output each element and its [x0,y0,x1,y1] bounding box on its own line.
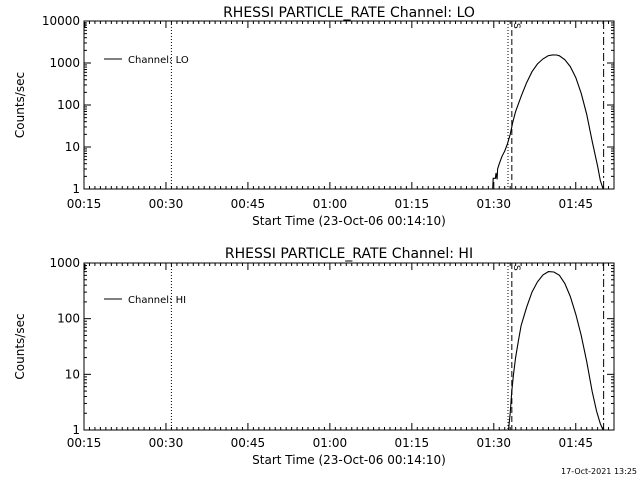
hi-y-tick-label: 100 [57,312,80,326]
lo-series-line [492,54,604,190]
hi-plot-frame [83,262,615,431]
lo-marker-label: S [511,23,521,29]
lo-legend-label: Channel: LO [128,55,189,66]
lo-chart-title: RHESSI PARTICLE_RATE Channel: LO [223,5,475,21]
hi-x-tick-label: 00:30 [149,436,184,450]
lo-channel-panel: RHESSI PARTICLE_RATE Channel: LO 00:15 00:… [13,5,615,228]
hi-x-tick-label: 01:30 [476,436,511,450]
hi-series-line [507,271,604,431]
lo-x-tick-label: 01:00 [313,197,348,211]
hi-x-tick-label: 01:00 [313,436,348,450]
hi-y-axis-label: Counts/sec [13,313,27,379]
lo-x-tick-label: 00:15 [67,197,102,211]
lo-x-tick-label: 01:15 [395,197,430,211]
lo-x-axis-label: Start Time (23-Oct-06 00:14:10) [252,214,446,228]
hi-y-tick-label: 1 [72,423,80,437]
lo-y-tick-label: 10 [65,140,80,154]
hi-x-tick-label: 01:45 [558,436,593,450]
lo-y-axis-label: Counts/sec [13,72,27,138]
hi-y-tick-label: 10 [65,367,80,381]
lo-x-tick-label: 01:45 [558,197,593,211]
hi-x-tick-label: 00:45 [231,436,266,450]
lo-y-tick-label: 1000 [49,56,80,70]
lo-x-tick-label: 00:45 [231,197,266,211]
hi-channel-panel: RHESSI PARTICLE_RATE Channel: HI 00:15 00:… [13,246,615,467]
hi-x-tick-label: 01:15 [395,436,430,450]
lo-y-tick-label: 1 [72,182,80,196]
footer-timestamp: 17-Oct-2021 13:25 [561,467,637,476]
hi-marker-label: S [511,265,521,271]
lo-y-tick-label: 10000 [42,14,80,28]
lo-x-tick-label: 01:30 [476,197,511,211]
hi-x-axis-label: Start Time (23-Oct-06 00:14:10) [252,453,446,467]
lo-x-tick-label: 00:30 [149,197,184,211]
hi-x-tick-label: 00:15 [67,436,102,450]
hi-legend-label: Channel: HI [128,295,186,306]
lo-y-tick-label: 100 [57,98,80,112]
hi-y-tick-label: 1000 [49,256,80,270]
lo-plot-frame [83,20,615,190]
hi-chart-title: RHESSI PARTICLE_RATE Channel: HI [225,246,473,262]
